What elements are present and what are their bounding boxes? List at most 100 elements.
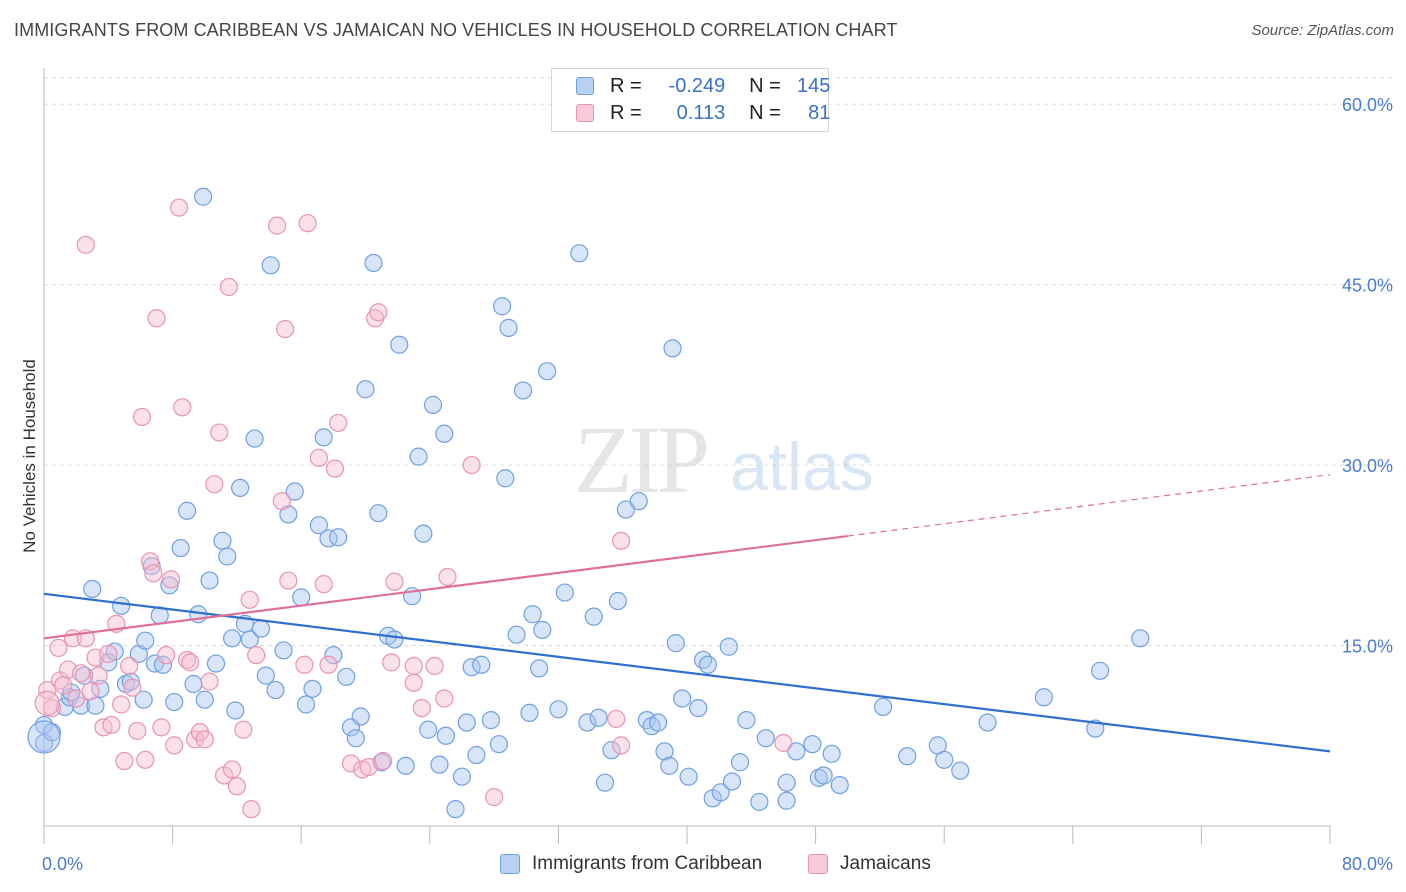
point-caribbean [513, 381, 533, 400]
point-caribbean [777, 773, 796, 792]
legend-n-value: 145 [797, 74, 831, 97]
point-jamaicans [369, 303, 388, 322]
point-caribbean [570, 244, 589, 263]
point-caribbean [637, 711, 656, 730]
y-tick-label: 60.0% [1342, 95, 1393, 115]
point-caribbean [245, 429, 264, 448]
point-caribbean [1091, 661, 1110, 680]
point-caribbean [369, 504, 388, 523]
point-jamaicans [240, 590, 259, 609]
trend-line-caribbean [43, 592, 1331, 753]
point-jamaicans [42, 698, 62, 718]
point-jamaicans [123, 678, 142, 697]
point-jamaicans [227, 777, 246, 796]
point-caribbean [787, 742, 806, 761]
point-caribbean [898, 747, 917, 766]
point-caribbean [213, 531, 232, 550]
legend-swatch-blue [576, 77, 594, 95]
point-caribbean [160, 576, 179, 595]
point-caribbean [414, 524, 433, 543]
point-caribbean [285, 482, 304, 501]
point-caribbean [538, 362, 557, 381]
point-jamaicans [128, 721, 147, 741]
trend-line-jamaicans-extrapolated [847, 474, 1331, 537]
point-jamaicans [314, 575, 333, 594]
point-caribbean [351, 707, 370, 726]
point-caribbean [555, 583, 574, 602]
legend-item-caribbean[interactable]: Immigrants from Caribbean [500, 853, 762, 875]
point-caribbean [134, 690, 153, 709]
point-caribbean [226, 701, 245, 720]
svg-text:ZIP: ZIP [574, 406, 707, 513]
point-caribbean [256, 666, 275, 685]
point-jamaicans [412, 698, 431, 718]
point-caribbean [777, 791, 796, 810]
y-tick-label: 15.0% [1342, 637, 1393, 657]
point-caribbean [337, 667, 356, 686]
point-caribbean [231, 478, 250, 498]
series-caribbean-points [27, 187, 1150, 819]
point-caribbean [390, 335, 409, 354]
legend-n-label: N = [749, 74, 781, 97]
point-caribbean [496, 469, 515, 488]
point-jamaicans [309, 448, 328, 467]
point-jamaicans [120, 656, 139, 676]
point-caribbean [1131, 629, 1150, 648]
point-jamaicans [404, 673, 423, 692]
legend-item-jamaicans[interactable]: Jamaicans [808, 853, 931, 875]
point-jamaicans [152, 718, 171, 737]
point-jamaicans [219, 277, 238, 297]
point-caribbean [520, 703, 539, 723]
chart-title: IMMIGRANTS FROM CARIBBEAN VS JAMAICAN NO… [14, 20, 898, 40]
x-tick-label-max: 80.0% [1342, 854, 1393, 874]
point-caribbean [549, 700, 568, 719]
point-caribbean [430, 755, 449, 774]
point-caribbean [177, 501, 197, 520]
point-jamaicans [115, 751, 134, 771]
trend-lines [43, 474, 1331, 753]
point-jamaicans [374, 751, 393, 771]
point-caribbean [722, 772, 742, 791]
point-caribbean [112, 596, 131, 615]
point-jamaicans [177, 650, 197, 670]
point-caribbean [584, 607, 603, 626]
point-jamaicans [102, 715, 121, 735]
point-jamaicans [438, 567, 457, 587]
point-caribbean [756, 729, 775, 748]
series-jamaicans-points [34, 198, 793, 819]
point-caribbean [218, 547, 237, 566]
point-caribbean [292, 588, 311, 607]
point-caribbean [874, 697, 893, 716]
point-jamaicans [276, 319, 295, 339]
y-tick-label: 45.0% [1342, 276, 1393, 296]
point-caribbean [435, 424, 454, 443]
point-caribbean [222, 629, 242, 648]
point-caribbean [830, 775, 849, 795]
trend-line-jamaicans [43, 534, 848, 640]
point-jamaicans [385, 572, 404, 591]
point-jamaicans [774, 733, 793, 753]
point-jamaicans [279, 571, 298, 590]
legend-r-label: R = [610, 74, 642, 97]
y-tick-label: 30.0% [1342, 456, 1393, 476]
legend-r-value: -0.249 [668, 74, 726, 97]
point-caribbean [303, 679, 322, 698]
point-caribbean [1034, 688, 1053, 707]
point-jamaicans [71, 664, 91, 683]
point-caribbean [750, 792, 769, 812]
point-jamaicans [147, 309, 166, 328]
point-caribbean [616, 500, 636, 519]
point-caribbean [319, 529, 338, 548]
point-jamaicans [425, 656, 444, 676]
point-caribbean [689, 698, 708, 718]
point-caribbean [171, 538, 190, 558]
point-jamaicans [462, 455, 481, 475]
point-caribbean [481, 711, 500, 730]
point-caribbean [206, 654, 226, 673]
point-caribbean [629, 492, 648, 511]
x-tick-label-min: 0.0% [42, 854, 83, 874]
point-caribbean [655, 742, 674, 761]
point-jamaicans [136, 750, 155, 769]
point-caribbean [499, 318, 518, 337]
